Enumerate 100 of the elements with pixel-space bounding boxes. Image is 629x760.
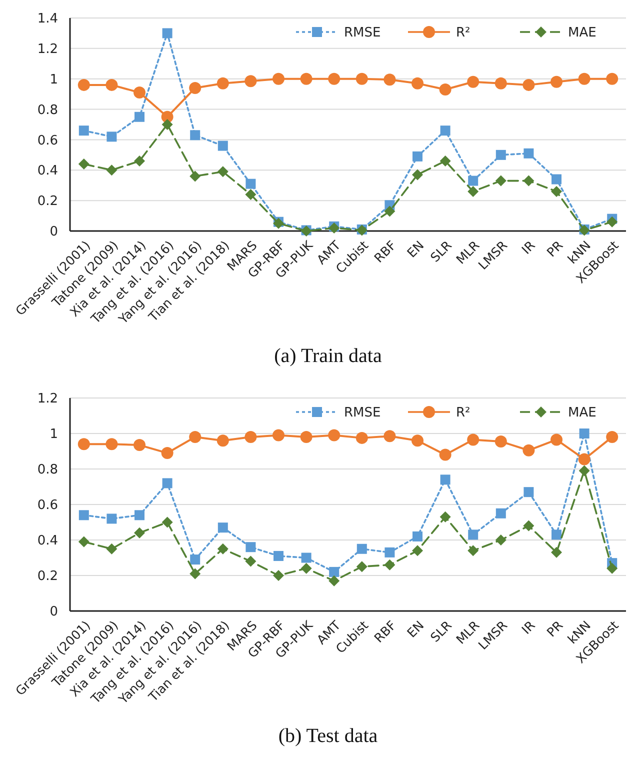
point (467, 76, 480, 88)
point (190, 554, 200, 565)
point (106, 438, 118, 450)
point (216, 77, 229, 90)
point (244, 75, 257, 88)
point (328, 429, 340, 442)
point (496, 508, 506, 518)
point (161, 447, 174, 460)
point (106, 164, 118, 176)
point (273, 570, 284, 581)
point (606, 562, 618, 574)
text: (a) Train data (274, 345, 382, 367)
point (190, 130, 200, 140)
point (106, 78, 118, 91)
point (300, 72, 312, 85)
y-tick-label: 0 (50, 604, 58, 620)
point (552, 530, 562, 540)
point (551, 186, 562, 197)
point (78, 126, 89, 136)
point (440, 156, 451, 167)
point (218, 140, 228, 151)
point (246, 542, 256, 552)
point (412, 531, 422, 542)
point (384, 74, 396, 86)
point (328, 72, 340, 85)
point (162, 119, 173, 130)
point (384, 547, 395, 558)
point (578, 72, 590, 85)
point (106, 543, 118, 554)
point (134, 156, 145, 167)
point (216, 434, 229, 447)
y-tick-label: 0 (50, 224, 58, 240)
point (356, 544, 367, 554)
point (468, 545, 479, 556)
point (440, 474, 450, 485)
point (468, 186, 479, 197)
y-tick-label: 1.2 (37, 392, 58, 407)
point (190, 170, 201, 182)
point (468, 176, 478, 186)
legend-label: MAE (568, 26, 596, 41)
legend-label: RMSE (344, 26, 381, 41)
point (606, 72, 618, 85)
point (134, 527, 145, 538)
y-tick-label: 0.6 (37, 133, 58, 148)
point (467, 434, 480, 446)
point (162, 516, 173, 528)
point (550, 434, 562, 446)
point (134, 439, 146, 452)
point (578, 465, 590, 476)
point (106, 132, 117, 142)
point (412, 77, 424, 90)
point (524, 148, 534, 158)
point (134, 510, 144, 520)
point (356, 561, 368, 572)
point (522, 444, 535, 456)
point (552, 174, 562, 184)
point (550, 76, 562, 88)
y-tick-label: 0.4 (37, 534, 58, 549)
y-tick-label: 0.8 (37, 462, 58, 478)
point (440, 511, 451, 522)
point (356, 72, 368, 85)
y-tick-label: 1.2 (37, 42, 58, 57)
point (217, 166, 228, 178)
x-tick-label: PR (544, 617, 566, 640)
legend-label: RMSE (344, 406, 381, 421)
point (496, 150, 506, 160)
y-tick-label: 0.2 (37, 569, 58, 584)
point (245, 188, 256, 200)
x-tick-label: EN (404, 238, 427, 260)
point (412, 545, 423, 556)
x-tick-label: SLR (427, 237, 455, 265)
x-tick-label: SLR (427, 617, 455, 645)
y-tick-label: 0.4 (37, 164, 58, 179)
y-tick-label: 0.2 (37, 194, 58, 210)
point (440, 126, 450, 136)
point (524, 487, 534, 498)
point (78, 438, 90, 450)
point (522, 78, 535, 91)
point (578, 453, 590, 466)
y-tick-label: 0.6 (37, 498, 58, 514)
point (384, 559, 396, 570)
point (495, 534, 506, 546)
point (329, 566, 340, 577)
x-tick-label: PR (544, 237, 566, 260)
point (274, 550, 284, 561)
point (78, 158, 90, 170)
point (272, 429, 284, 442)
point (162, 478, 172, 488)
point (106, 514, 117, 524)
point (412, 434, 424, 447)
point (300, 431, 312, 444)
point (412, 169, 423, 180)
point (246, 178, 256, 189)
point (412, 151, 422, 162)
point (134, 112, 144, 122)
point (523, 175, 534, 186)
point (189, 431, 202, 444)
point (468, 530, 478, 540)
point (272, 72, 284, 85)
y-tick-label: 1 (50, 72, 58, 88)
